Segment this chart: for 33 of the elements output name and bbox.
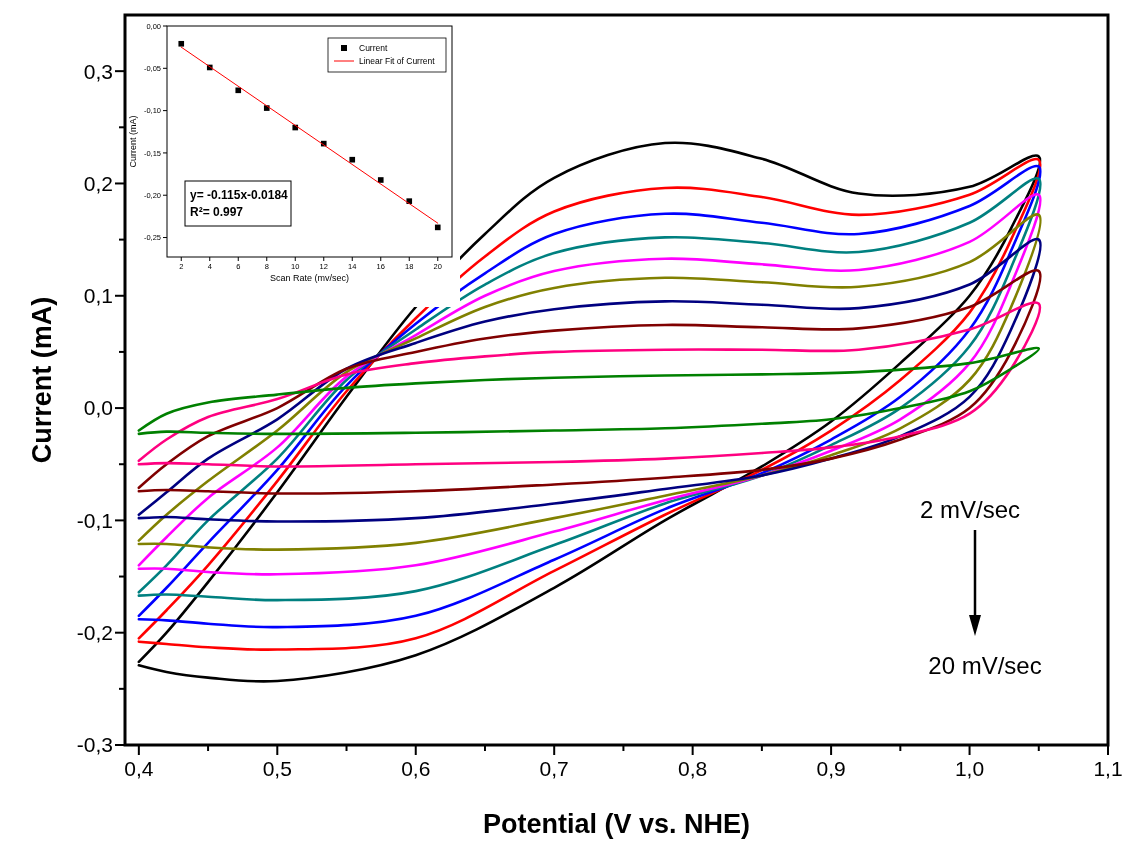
y-axis-title: Current (mA) (26, 296, 57, 464)
x-tick-label: 0,4 (124, 757, 154, 780)
point (235, 87, 242, 94)
x-tick-label: 0,5 (262, 757, 292, 780)
x-tick-label: 0,6 (401, 757, 431, 780)
y-axis-title: Current (mA) (128, 115, 138, 168)
line-series (137, 269, 1041, 495)
y-tick-label: -0,2 (76, 621, 113, 645)
line-series (137, 347, 1041, 436)
x-tick-label: 0,8 (678, 757, 708, 780)
point (377, 177, 384, 183)
annotation: y= -0.115x-0.0184 (190, 188, 289, 202)
x-tick-label: 0,7 (539, 757, 569, 780)
x-axis-title: Scan Rate (mv/sec) (269, 273, 350, 284)
legend-label: Linear Fit of Current (359, 55, 436, 66)
legend-label: Current (359, 42, 388, 53)
y-tick-label: 0,0 (83, 396, 113, 420)
x-tick-label: 0,9 (816, 757, 846, 780)
y-tick-label: -0,1 (76, 508, 113, 532)
annotation: 2 mV/sec (919, 496, 1021, 523)
line-series (137, 302, 1041, 468)
x-axis-title: Potential (V vs. NHE) (482, 808, 751, 839)
point (178, 40, 185, 47)
point (434, 224, 441, 231)
x-tick-label: 1,0 (954, 757, 985, 780)
y-tick-label: 0,3 (83, 59, 113, 83)
annotation: R²= 0.997 (190, 205, 244, 219)
x-tick-label: 1,1 (1093, 757, 1123, 780)
y-tick-label: -0,3 (76, 733, 113, 757)
y-tick-label: 0,1 (83, 284, 113, 308)
y-tick-label: 0,2 (83, 171, 113, 195)
point (349, 156, 356, 163)
annotation: 20 mV/sec (928, 652, 1042, 679)
